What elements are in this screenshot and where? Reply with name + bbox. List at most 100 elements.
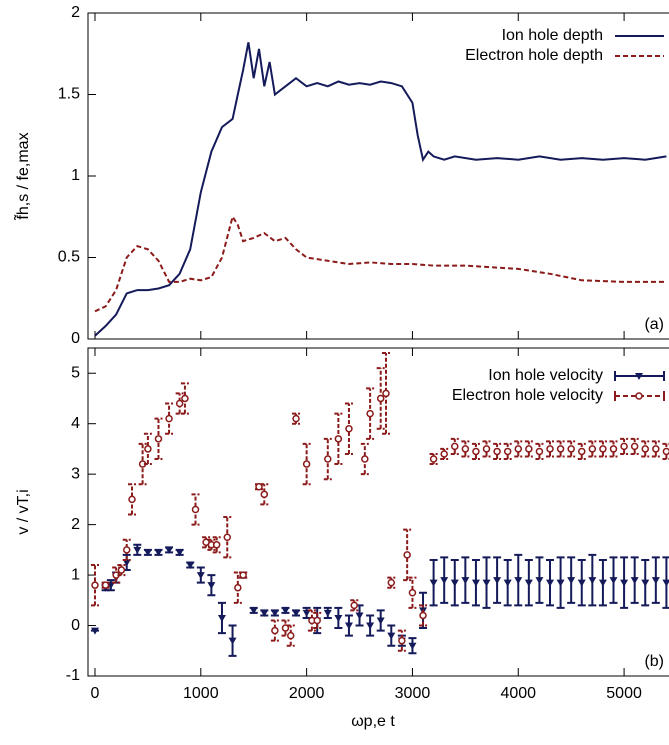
marker <box>599 445 607 453</box>
marker <box>429 579 438 587</box>
x-tick-label: 4000 <box>500 685 536 702</box>
marker <box>234 583 242 592</box>
marker <box>567 577 576 585</box>
marker <box>403 551 411 559</box>
marker <box>313 616 321 625</box>
marker <box>535 577 544 585</box>
legend-marker <box>635 392 643 400</box>
marker <box>524 579 533 587</box>
marker <box>223 533 232 541</box>
marker <box>355 612 364 620</box>
marker <box>281 607 290 615</box>
marker <box>260 490 269 499</box>
legend-marker <box>635 373 643 380</box>
error-bar <box>122 538 131 561</box>
legend-marker <box>635 373 643 380</box>
x-tick-label: 1000 <box>183 685 219 702</box>
marker <box>350 601 358 610</box>
line-series <box>94 42 667 337</box>
marker <box>165 546 174 554</box>
marker <box>366 409 374 418</box>
marker <box>249 607 258 615</box>
panel-label: (b) <box>644 653 664 670</box>
marker <box>662 579 669 587</box>
marker <box>546 579 555 587</box>
marker <box>154 549 163 557</box>
marker <box>620 442 628 451</box>
y-axis-label: v / vT,i <box>15 489 32 534</box>
y-tick-label: 3 <box>71 465 80 482</box>
y-tick-label: 1.5 <box>58 86 80 103</box>
marker <box>641 445 649 453</box>
x-tick-label: 0 <box>91 685 100 702</box>
marker <box>440 450 448 458</box>
y-tick-label: 5 <box>71 364 80 381</box>
marker <box>609 577 618 585</box>
marker <box>588 445 597 453</box>
marker <box>366 622 375 630</box>
x-tick-label: 3000 <box>395 685 431 702</box>
y-tick-label: 0.5 <box>58 249 80 266</box>
marker <box>630 577 639 585</box>
y-tick-label: -1 <box>66 667 80 684</box>
marker <box>175 399 184 408</box>
marker <box>302 460 311 468</box>
marker <box>361 455 369 463</box>
marker <box>196 572 205 580</box>
marker <box>609 445 618 453</box>
marker <box>287 631 295 640</box>
error-bar <box>381 352 390 435</box>
marker <box>387 578 396 587</box>
marker <box>577 579 586 587</box>
plot-frame <box>87 347 669 677</box>
marker <box>324 455 332 463</box>
x-tick-label: 5000 <box>606 685 642 702</box>
marker <box>578 447 586 456</box>
marker <box>429 455 438 463</box>
y-tick-label: 1 <box>71 167 80 184</box>
marker <box>228 637 237 645</box>
marker <box>143 549 152 557</box>
plot-area <box>90 352 669 657</box>
marker <box>461 445 470 453</box>
marker <box>271 626 279 635</box>
marker <box>91 581 99 589</box>
marker <box>181 394 189 403</box>
marker <box>451 442 459 451</box>
y-tick-label: 1 <box>71 566 80 583</box>
marker <box>292 414 300 423</box>
legend-marker <box>635 392 643 400</box>
marker <box>482 445 491 453</box>
marker <box>588 577 597 585</box>
marker <box>598 579 607 587</box>
marker <box>122 559 131 567</box>
y-tick-label: 4 <box>71 415 80 432</box>
line-series <box>94 214 667 313</box>
marker <box>503 447 512 456</box>
marker <box>207 582 216 590</box>
marker <box>191 505 200 514</box>
marker <box>408 588 417 597</box>
y-tick-label: 2 <box>71 516 80 533</box>
panel-label: (a) <box>644 316 664 333</box>
y-tick-label: 2 <box>71 4 80 21</box>
marker <box>239 571 247 579</box>
marker <box>133 546 142 554</box>
marker <box>471 579 480 587</box>
marker <box>472 447 480 456</box>
marker <box>344 622 353 630</box>
marker <box>630 442 639 451</box>
marker <box>217 614 226 622</box>
legend-label: Ion hole velocity <box>488 367 603 384</box>
y-tick-label: 0 <box>71 330 80 347</box>
marker <box>122 546 131 554</box>
marker <box>382 389 390 398</box>
marker <box>493 447 501 456</box>
marker <box>387 632 396 640</box>
marker <box>493 577 502 585</box>
error-bar <box>286 624 295 647</box>
marker <box>419 611 427 620</box>
marker <box>334 435 343 443</box>
marker <box>270 609 279 617</box>
